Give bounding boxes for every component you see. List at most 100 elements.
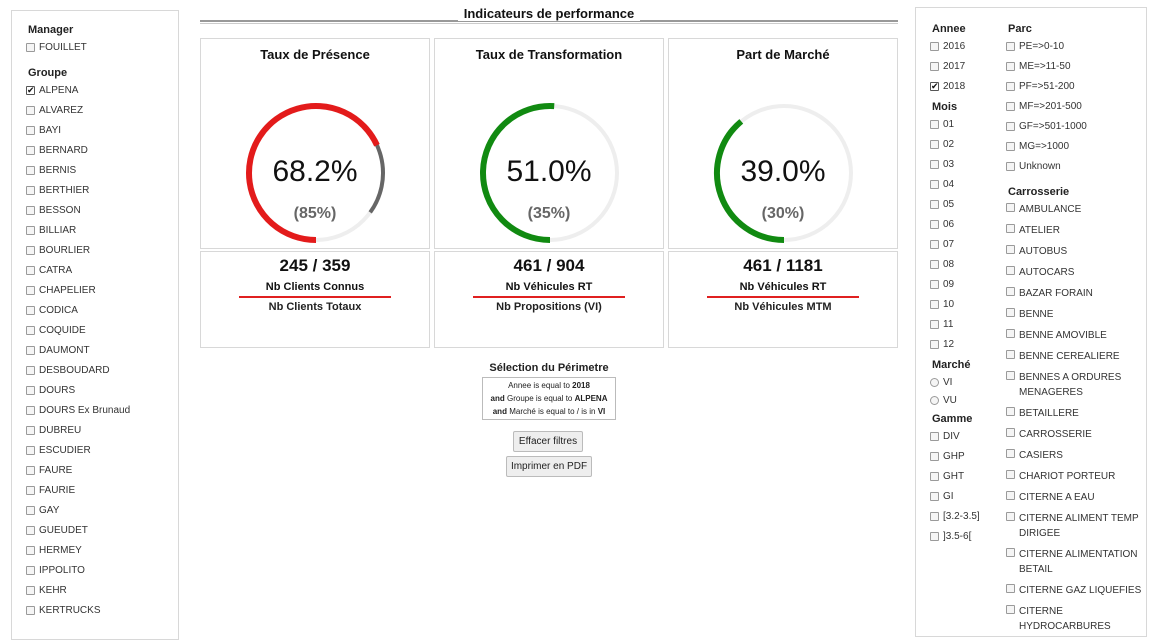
checkbox[interactable] xyxy=(930,512,939,521)
checkbox[interactable] xyxy=(930,62,939,71)
annee-option[interactable]: 2017 xyxy=(930,61,1000,73)
checkbox[interactable] xyxy=(930,160,939,169)
groupe-option[interactable]: DOURS xyxy=(26,385,178,397)
checkbox[interactable] xyxy=(1006,407,1015,416)
groupe-option[interactable]: FAURIE xyxy=(26,485,178,497)
radio-button[interactable] xyxy=(930,396,939,405)
groupe-option[interactable]: KEHR xyxy=(26,585,178,597)
checkbox[interactable] xyxy=(26,84,35,96)
checkbox[interactable] xyxy=(26,346,35,355)
checkbox[interactable] xyxy=(930,240,939,249)
checkbox[interactable] xyxy=(930,340,939,349)
checkbox[interactable] xyxy=(26,566,35,575)
groupe-option[interactable]: GUEUDET xyxy=(26,525,178,537)
carrosserie-option[interactable]: BENNES A ORDURES MENAGERES xyxy=(1006,370,1144,400)
checkbox[interactable] xyxy=(930,452,939,461)
checkbox[interactable] xyxy=(1006,449,1015,458)
parc-option[interactable]: MF=>201-500 xyxy=(1006,101,1144,113)
checkbox[interactable] xyxy=(930,432,939,441)
groupe-option[interactable]: BAYI xyxy=(26,125,178,137)
annee-option[interactable]: 2016 xyxy=(930,41,1000,53)
checkbox[interactable] xyxy=(1006,42,1015,51)
checkbox[interactable] xyxy=(1006,162,1015,171)
checkbox[interactable] xyxy=(1006,605,1015,614)
checkbox[interactable] xyxy=(1006,308,1015,317)
groupe-option[interactable]: KERTRUCKS xyxy=(26,605,178,617)
checkbox[interactable] xyxy=(930,260,939,269)
checkbox[interactable] xyxy=(1006,584,1015,593)
checkbox[interactable] xyxy=(26,606,35,615)
carrosserie-option[interactable]: AMBULANCE xyxy=(1006,202,1144,217)
carrosserie-option[interactable]: AUTOCARS xyxy=(1006,265,1144,280)
checkbox[interactable] xyxy=(1006,350,1015,359)
groupe-option[interactable]: DUBREU xyxy=(26,425,178,437)
parc-option[interactable]: GF=>501-1000 xyxy=(1006,121,1144,133)
checkbox[interactable] xyxy=(26,266,35,275)
groupe-option[interactable]: BERNARD xyxy=(26,145,178,157)
carrosserie-option[interactable]: BENNE CEREALIERE xyxy=(1006,349,1144,364)
checkbox[interactable] xyxy=(1006,329,1015,338)
parc-option[interactable]: ME=>11-50 xyxy=(1006,61,1144,73)
groupe-option[interactable]: DAUMONT xyxy=(26,345,178,357)
groupe-option[interactable]: BESSON xyxy=(26,205,178,217)
marche-option[interactable]: VU xyxy=(930,395,1000,407)
checkbox[interactable] xyxy=(1006,122,1015,131)
checkbox[interactable] xyxy=(26,306,35,315)
annee-option[interactable]: 2018 xyxy=(930,80,1000,93)
checkbox[interactable] xyxy=(930,120,939,129)
mois-option[interactable]: 08 xyxy=(930,259,1000,271)
checkbox[interactable] xyxy=(1006,470,1015,479)
groupe-option[interactable]: DOURS Ex Brunaud xyxy=(26,405,178,417)
checkbox[interactable] xyxy=(930,280,939,289)
checkbox[interactable] xyxy=(930,320,939,329)
checkbox[interactable] xyxy=(26,286,35,295)
mois-option[interactable]: 06 xyxy=(930,219,1000,231)
checkbox[interactable] xyxy=(1006,491,1015,500)
groupe-option[interactable]: IPPOLITO xyxy=(26,565,178,577)
mois-option[interactable]: 03 xyxy=(930,159,1000,171)
checkbox[interactable] xyxy=(26,406,35,415)
checkbox[interactable] xyxy=(1006,371,1015,380)
checkbox[interactable] xyxy=(930,472,939,481)
carrosserie-option[interactable]: BAZAR FORAIN xyxy=(1006,286,1144,301)
mois-option[interactable]: 12 xyxy=(930,339,1000,351)
groupe-option[interactable]: CHAPELIER xyxy=(26,285,178,297)
groupe-option[interactable]: FAURE xyxy=(26,465,178,477)
checkbox[interactable] xyxy=(1006,62,1015,71)
carrosserie-option[interactable]: BETAILLERE xyxy=(1006,406,1144,421)
checkbox[interactable] xyxy=(26,506,35,515)
carrosserie-option[interactable]: BENNE xyxy=(1006,307,1144,322)
checkbox[interactable] xyxy=(1006,266,1015,275)
groupe-option[interactable]: BOURLIER xyxy=(26,245,178,257)
groupe-option[interactable]: BILLIAR xyxy=(26,225,178,237)
parc-option[interactable]: Unknown xyxy=(1006,161,1144,173)
checkbox[interactable] xyxy=(26,146,35,155)
groupe-option[interactable]: ALVAREZ xyxy=(26,105,178,117)
parc-option[interactable]: PE=>0-10 xyxy=(1006,41,1144,53)
checkbox[interactable] xyxy=(1006,548,1015,557)
checkbox[interactable] xyxy=(26,526,35,535)
groupe-option[interactable]: BERNIS xyxy=(26,165,178,177)
checkbox[interactable] xyxy=(26,186,35,195)
gamme-option[interactable]: GI xyxy=(930,491,1000,503)
checkbox[interactable] xyxy=(930,220,939,229)
groupe-option[interactable]: CODICA xyxy=(26,305,178,317)
radio-button[interactable] xyxy=(930,378,939,387)
carrosserie-option[interactable]: AUTOBUS xyxy=(1006,244,1144,259)
checkbox[interactable] xyxy=(1006,428,1015,437)
checkbox[interactable] xyxy=(1006,512,1015,521)
checkbox[interactable] xyxy=(26,206,35,215)
groupe-option[interactable]: ESCUDIER xyxy=(26,445,178,457)
carrosserie-option[interactable]: CITERNE A EAU xyxy=(1006,490,1144,505)
print-pdf-button[interactable]: Imprimer en PDF xyxy=(506,456,592,477)
checkbox[interactable] xyxy=(26,246,35,255)
gamme-option[interactable]: GHP xyxy=(930,451,1000,463)
groupe-option[interactable]: BERTHIER xyxy=(26,185,178,197)
checkbox[interactable] xyxy=(26,486,35,495)
checkbox[interactable] xyxy=(26,386,35,395)
carrosserie-option[interactable]: CARROSSERIE xyxy=(1006,427,1144,442)
gamme-option[interactable]: ]3.5-6[ xyxy=(930,531,1000,543)
mois-option[interactable]: 01 xyxy=(930,119,1000,131)
checkbox[interactable] xyxy=(930,200,939,209)
groupe-option[interactable]: DESBOUDARD xyxy=(26,365,178,377)
